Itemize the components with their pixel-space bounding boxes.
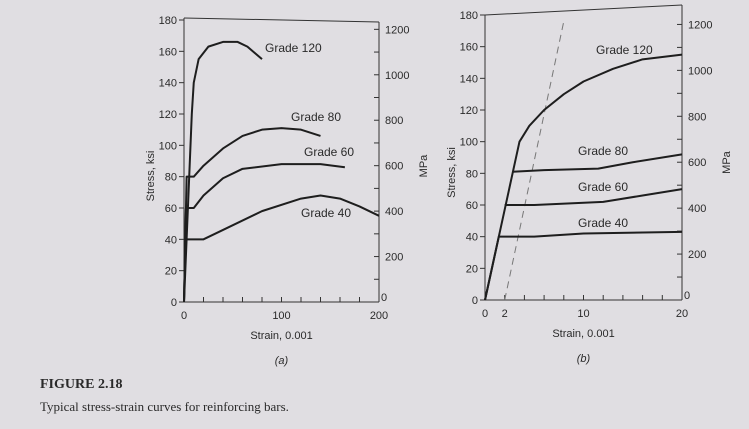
x-tick-label: 2	[502, 308, 508, 320]
y-tick-label: 140	[460, 73, 478, 85]
series-line-grade-40	[484, 230, 683, 301]
series-label-grade-80: Grade 80	[578, 144, 628, 158]
y2-tick-label: 400	[688, 203, 706, 215]
y-tick-label: 20	[165, 266, 177, 278]
y-tick-label: 140	[159, 78, 177, 90]
series-line-grade-60	[504, 188, 683, 206]
top-border	[484, 4, 683, 16]
y-tick-label: 80	[466, 168, 478, 180]
series-line-grade-120	[484, 53, 683, 301]
series-label-grade-80: Grade 80	[291, 110, 341, 124]
y2-tick-label: 1200	[385, 24, 409, 36]
y-tick-label: 180	[159, 15, 177, 27]
y2-tick-label: 0	[381, 292, 387, 304]
x-tick-label: 0	[482, 308, 488, 320]
y2-tick-label: 400	[385, 206, 403, 218]
y-tick-label: 160	[159, 46, 177, 58]
y-tick-label: 100	[159, 140, 177, 152]
series-line-grade-80	[183, 127, 321, 303]
y-tick-label: 160	[460, 42, 478, 54]
panel-label: (a)	[275, 355, 289, 367]
x-tick-label: 100	[272, 310, 290, 322]
series-label-grade-40: Grade 40	[578, 216, 628, 230]
y2-tick-label: 800	[688, 111, 706, 123]
y2-tick-label: 600	[688, 157, 706, 169]
y-tick-label: 40	[466, 232, 478, 244]
top-border	[183, 17, 380, 23]
series-label-grade-60: Grade 60	[304, 145, 354, 159]
series-label-grade-60: Grade 60	[578, 180, 628, 194]
y-tick-label: 60	[466, 200, 478, 212]
series-line-grade-40	[183, 194, 380, 303]
offset-line	[504, 21, 565, 301]
y-tick-label: 0	[472, 295, 478, 307]
y2-tick-label: 1200	[688, 19, 712, 31]
y-tick-label: 100	[460, 137, 478, 149]
y2-tick-label: 0	[684, 290, 690, 302]
x-tick-label: 10	[577, 308, 589, 320]
panel-label: (b)	[577, 353, 591, 365]
y-tick-label: 20	[466, 263, 478, 275]
x-tick-label: 0	[181, 310, 187, 322]
figure-caption-text: Typical stress-strain curves for reinfor…	[40, 399, 289, 414]
y2-tick-label: 800	[385, 115, 403, 127]
y-tick-label: 180	[460, 10, 478, 22]
series-label-grade-40: Grade 40	[301, 206, 351, 220]
y-tick-label: 60	[165, 203, 177, 215]
figure-caption-title: FIGURE 2.18	[40, 377, 123, 392]
x-tick-label: 20	[676, 308, 688, 320]
y2-tick-label: 1000	[688, 65, 712, 77]
series-label-grade-120: Grade 120	[265, 41, 322, 55]
y2-axis-title: MPa	[418, 154, 430, 178]
y2-tick-label: 1000	[385, 70, 409, 82]
y-tick-label: 120	[460, 105, 478, 117]
y-axis-title: Stress, ksi	[145, 151, 157, 202]
y-axis-title: Stress, ksi	[446, 147, 458, 198]
series-line-grade-120	[183, 40, 263, 303]
y-tick-label: 120	[159, 109, 177, 121]
y2-axis-title: MPa	[721, 150, 733, 174]
y2-tick-label: 200	[688, 249, 706, 261]
series-line-grade-80	[512, 153, 683, 173]
y-tick-label: 80	[165, 172, 177, 184]
x-axis-title: Strain, 0.001	[552, 328, 614, 340]
x-tick-label: 200	[370, 310, 388, 322]
series-label-grade-120: Grade 120	[596, 43, 653, 57]
y-tick-label: 0	[171, 297, 177, 309]
chart-panel-b: 0204060801001201401601800200400600800100…	[446, 4, 733, 365]
y-tick-label: 40	[165, 234, 177, 246]
x-axis-title: Strain, 0.001	[250, 330, 312, 342]
y2-tick-label: 200	[385, 252, 403, 264]
y2-tick-label: 600	[385, 161, 403, 173]
series-line-grade-60	[183, 163, 346, 303]
chart-panel-a: 0 20 40 60 80 100 120 140 160 180 0 200 400 600 800 100…	[145, 15, 430, 367]
